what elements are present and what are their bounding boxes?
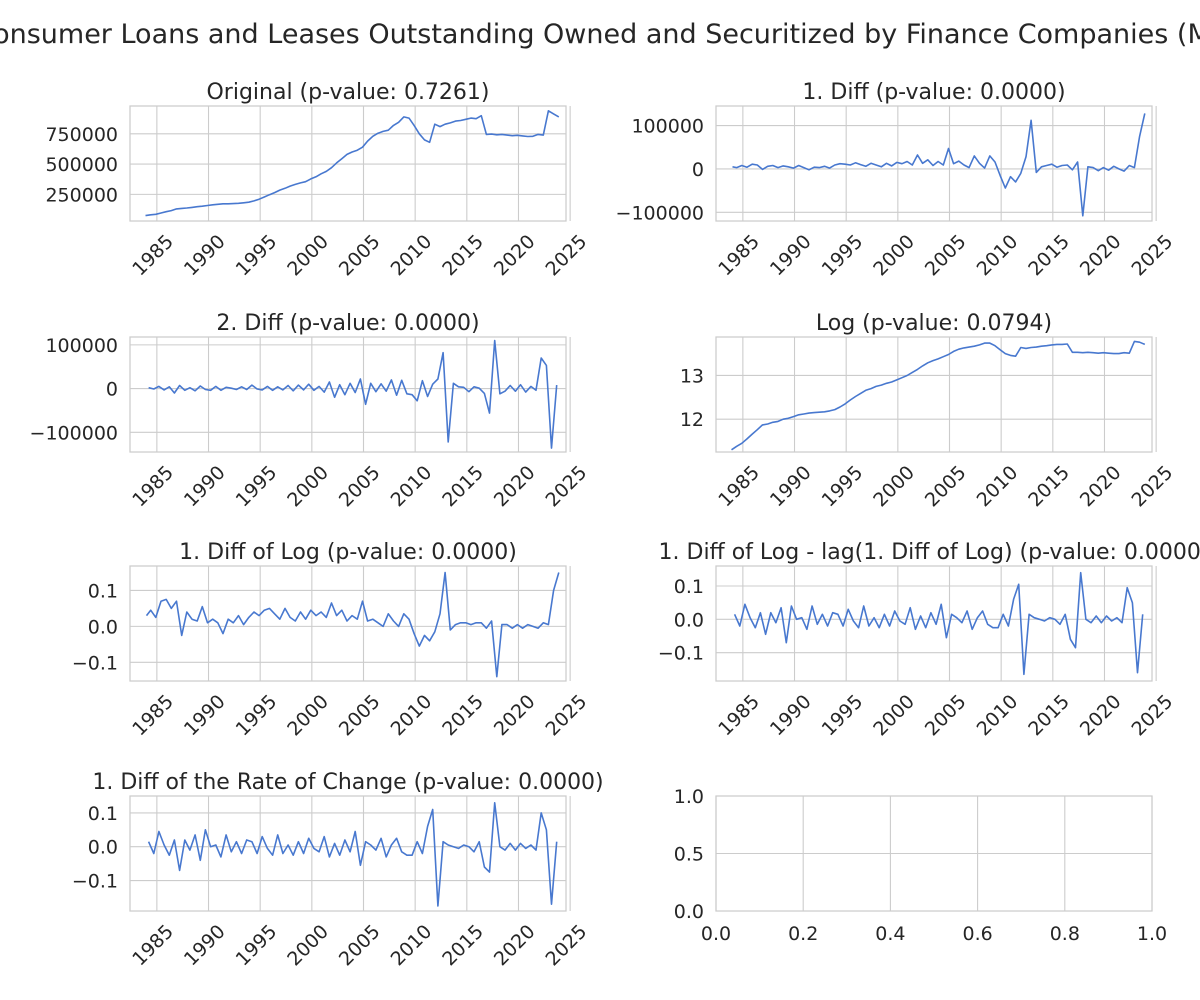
x-tick-label: 0.6 — [962, 923, 992, 945]
y-tick-label: 0.1 — [88, 803, 118, 825]
subplot-title: 2. Diff (p-value: 0.0000) — [216, 311, 479, 336]
y-tick-label: 0 — [692, 159, 704, 181]
subplot-title: 1. Diff of Log - lag(1. Diff of Log) (p-… — [659, 540, 1200, 565]
series-line-5 — [145, 571, 560, 678]
x-tick-label: 0.4 — [875, 923, 905, 945]
plot-area — [715, 105, 1153, 222]
y-tick-label: −0.1 — [658, 643, 704, 665]
y-tick-label: 0 — [106, 379, 118, 401]
y-tick-label: 0.5 — [674, 844, 704, 866]
x-tick-label: 0.2 — [788, 923, 818, 945]
subplot-title: 1. Diff (p-value: 0.0000) — [802, 80, 1065, 105]
series-line-4 — [731, 340, 1146, 451]
subplot-title: Log (p-value: 0.0794) — [816, 311, 1052, 336]
y-tick-label: 0.0 — [88, 837, 118, 859]
y-tick-label: 100000 — [45, 335, 118, 357]
y-tick-label: 1.0 — [674, 786, 704, 808]
subplot-title: 1. Diff of the Rate of Change (p-value: … — [92, 770, 603, 795]
y-tick-label: 250000 — [45, 184, 118, 206]
y-tick-label: −100000 — [30, 422, 118, 444]
plot-area — [129, 336, 567, 453]
series-line-7 — [147, 801, 558, 907]
y-tick-label: 750000 — [45, 124, 118, 146]
subplot-title: 1. Diff of Log (p-value: 0.0000) — [179, 540, 517, 565]
series-line-6 — [733, 571, 1144, 676]
y-tick-label: 100000 — [631, 116, 704, 138]
series-line-2 — [732, 113, 1146, 217]
y-tick-label: 0.0 — [674, 901, 704, 923]
y-tick-label: 13 — [680, 365, 704, 387]
series-line-1 — [145, 110, 560, 217]
y-tick-label: 0.0 — [88, 616, 118, 638]
figure-title: Consumer Loans and Leases Outstanding Ow… — [0, 19, 1200, 50]
y-tick-label: 500000 — [45, 154, 118, 176]
y-tick-label: 0.1 — [674, 576, 704, 598]
y-tick-label: 12 — [680, 409, 704, 431]
y-tick-label: −0.1 — [72, 652, 118, 674]
x-tick-label: 0.8 — [1050, 923, 1080, 945]
subplot-8: 0.0 0.2 0.4 0.6 0.8 1.0 0.0 0.5 1.0 — [674, 786, 1167, 945]
y-tick-label: −0.1 — [72, 871, 118, 893]
plot-area — [715, 336, 1153, 453]
plot-area — [129, 105, 567, 222]
series-line-3 — [148, 339, 558, 449]
y-tick-label: −100000 — [616, 202, 704, 224]
subplot-title: Original (p-value: 0.7261) — [206, 80, 489, 105]
plot-area — [715, 565, 1153, 682]
x-tick-label: 1.0 — [1137, 923, 1167, 945]
subplot-6: 1985 1990 1995 2000 2005 2010 2015 2020 2025−0.1… — [658, 540, 1200, 740]
y-tick-label: 0.0 — [674, 609, 704, 631]
x-tick-label: 0.0 — [701, 923, 731, 945]
y-tick-label: 0.1 — [88, 580, 118, 602]
plot-area — [129, 565, 567, 682]
